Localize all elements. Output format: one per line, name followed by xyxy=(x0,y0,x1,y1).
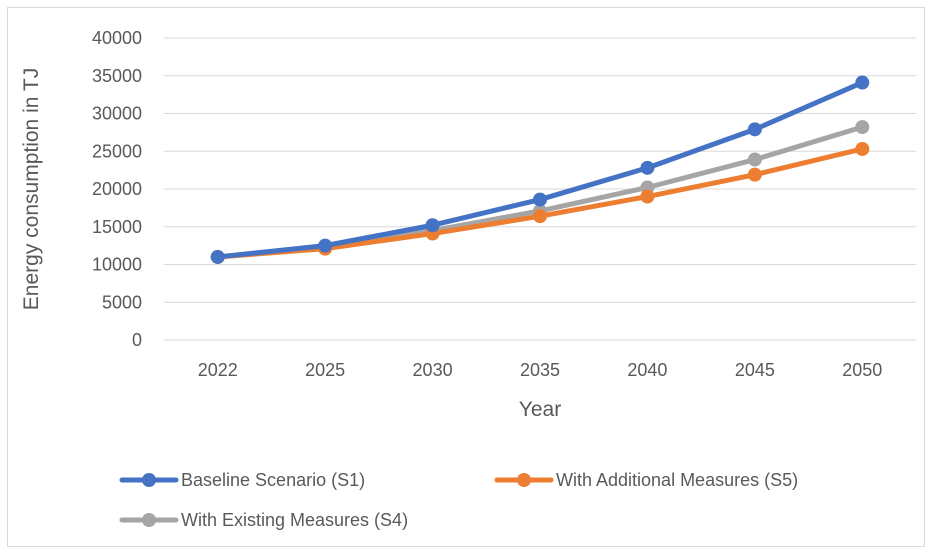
data-point xyxy=(533,209,547,224)
data-point xyxy=(855,75,870,90)
legend-label: With Additional Measures (S5) xyxy=(556,470,798,490)
y-tick-label: 5000 xyxy=(102,292,142,312)
y-axis-title: Energy consumption in TJ xyxy=(20,68,43,310)
legend-item: Baseline Scenario (S1) xyxy=(119,470,365,490)
x-tick-label: 2040 xyxy=(627,360,667,380)
legend-item: With Existing Measures (S4) xyxy=(119,510,408,530)
y-tick-label: 35000 xyxy=(92,66,142,86)
y-tick-label: 20000 xyxy=(92,179,142,199)
x-tick-label: 2035 xyxy=(520,360,560,380)
legend-item: With Additional Measures (S5) xyxy=(494,470,798,490)
data-point xyxy=(747,152,762,167)
series-lines xyxy=(210,75,870,264)
x-tick-label: 2050 xyxy=(842,360,882,380)
legend-label: With Existing Measures (S4) xyxy=(181,510,408,530)
x-axis-title: Year xyxy=(519,398,561,421)
data-point xyxy=(855,141,870,156)
data-point xyxy=(318,238,333,253)
legend-marker xyxy=(142,513,156,527)
data-point xyxy=(210,249,225,264)
y-tick-label: 25000 xyxy=(92,141,142,161)
series-line xyxy=(215,124,865,260)
data-point xyxy=(855,120,870,135)
data-point xyxy=(747,167,762,182)
x-tick-label: 2022 xyxy=(198,360,238,380)
chart-area xyxy=(7,7,925,547)
y-tick-label: 30000 xyxy=(92,104,142,124)
x-axis-ticks: 2022 2025 2030 2035 2040 2045 2050 xyxy=(198,360,883,380)
y-axis-ticks: 0 5000 10000 15000 20000 25000 30000 35000 40000 xyxy=(92,28,142,350)
data-point xyxy=(640,189,655,204)
y-tick-label: 15000 xyxy=(92,217,142,237)
x-tick-label: 2030 xyxy=(413,360,453,380)
legend-marker xyxy=(517,473,531,487)
gridlines xyxy=(164,37,916,341)
data-point xyxy=(640,160,655,175)
series-0 xyxy=(210,75,870,264)
legend-label: Baseline Scenario (S1) xyxy=(181,470,365,490)
data-point xyxy=(533,192,547,207)
x-tick-label: 2045 xyxy=(735,360,775,380)
y-tick-label: 10000 xyxy=(92,255,142,275)
series-2 xyxy=(210,120,870,264)
x-tick-label: 2025 xyxy=(305,360,345,380)
data-point xyxy=(747,122,762,137)
legend-marker xyxy=(142,473,156,487)
data-point xyxy=(425,218,440,233)
y-tick-label: 0 xyxy=(132,330,142,350)
legend: Baseline Scenario (S1) With Additional Me… xyxy=(119,470,798,530)
y-tick-label: 40000 xyxy=(92,28,142,48)
